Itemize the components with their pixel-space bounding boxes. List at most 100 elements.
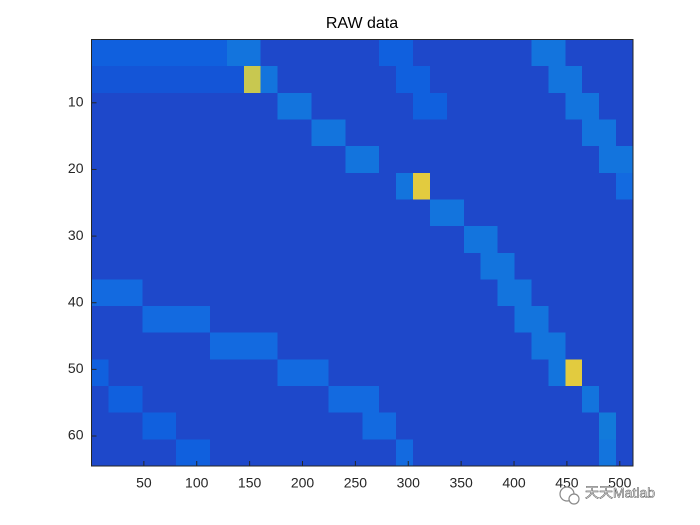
cell bbox=[193, 412, 211, 440]
cell bbox=[226, 39, 245, 67]
chart-title: RAW data bbox=[326, 15, 398, 32]
cell bbox=[463, 386, 482, 414]
cell bbox=[446, 332, 465, 360]
cell bbox=[328, 412, 346, 440]
cell bbox=[480, 66, 499, 94]
cell bbox=[362, 66, 380, 94]
cell bbox=[396, 439, 414, 467]
cell bbox=[362, 386, 380, 414]
cell bbox=[91, 172, 110, 201]
cell bbox=[616, 146, 634, 174]
cell bbox=[531, 306, 549, 334]
cell bbox=[413, 226, 431, 254]
cell bbox=[125, 332, 143, 360]
cell bbox=[176, 39, 194, 67]
cell bbox=[362, 226, 380, 254]
cell bbox=[311, 332, 330, 360]
cell bbox=[277, 386, 296, 414]
cell bbox=[159, 439, 177, 467]
cell bbox=[277, 119, 296, 147]
cell bbox=[446, 66, 465, 94]
cell bbox=[142, 412, 160, 440]
cell bbox=[125, 386, 143, 414]
cell bbox=[142, 279, 160, 307]
cell bbox=[463, 119, 482, 147]
cell bbox=[294, 359, 313, 387]
cell bbox=[497, 66, 516, 94]
cell bbox=[379, 359, 397, 387]
cell bbox=[379, 172, 397, 201]
cell bbox=[362, 252, 380, 281]
cell bbox=[209, 226, 228, 254]
cell bbox=[531, 359, 549, 387]
cell bbox=[599, 66, 617, 94]
cell bbox=[362, 359, 380, 387]
cell bbox=[91, 439, 110, 467]
cell bbox=[260, 252, 279, 281]
cell bbox=[480, 306, 499, 334]
cell bbox=[193, 439, 211, 467]
cell bbox=[328, 386, 346, 414]
cell bbox=[142, 66, 160, 94]
cell bbox=[209, 279, 228, 307]
cell bbox=[226, 119, 245, 147]
cell bbox=[497, 199, 516, 227]
cell bbox=[345, 92, 363, 121]
cell bbox=[616, 226, 634, 254]
cell bbox=[497, 92, 516, 121]
cell bbox=[413, 252, 431, 281]
cell bbox=[108, 66, 126, 94]
cell bbox=[480, 439, 499, 467]
cell bbox=[159, 332, 177, 360]
cell bbox=[362, 279, 380, 307]
cell bbox=[497, 172, 516, 201]
cell bbox=[446, 226, 465, 254]
cell bbox=[243, 386, 262, 414]
cell bbox=[226, 386, 245, 414]
cell bbox=[548, 306, 566, 334]
cell bbox=[413, 92, 431, 121]
cell bbox=[565, 39, 583, 67]
cell bbox=[446, 92, 465, 121]
cell bbox=[531, 199, 549, 227]
cell bbox=[396, 119, 414, 147]
cell bbox=[497, 306, 516, 334]
cell bbox=[176, 412, 194, 440]
cell bbox=[429, 66, 448, 94]
cell bbox=[243, 119, 262, 147]
cell bbox=[531, 439, 549, 467]
cell bbox=[193, 66, 211, 94]
cell bbox=[616, 332, 634, 360]
cell bbox=[209, 332, 228, 360]
cell bbox=[480, 252, 499, 281]
cell bbox=[260, 92, 279, 121]
cell bbox=[125, 199, 143, 227]
cell bbox=[396, 359, 414, 387]
cell bbox=[243, 199, 262, 227]
cell bbox=[599, 306, 617, 334]
x-tick-label: 200 bbox=[291, 475, 315, 491]
cell bbox=[379, 92, 397, 121]
cell bbox=[514, 252, 533, 281]
cell bbox=[413, 306, 431, 334]
cell bbox=[582, 332, 600, 360]
cell bbox=[277, 92, 296, 121]
cell bbox=[599, 146, 617, 174]
cell bbox=[277, 199, 296, 227]
cell bbox=[108, 39, 126, 67]
cell bbox=[91, 226, 110, 254]
cell bbox=[176, 66, 194, 94]
cell bbox=[379, 252, 397, 281]
cell bbox=[209, 119, 228, 147]
cell bbox=[429, 279, 448, 307]
cell bbox=[159, 119, 177, 147]
cell bbox=[209, 92, 228, 121]
cell bbox=[446, 439, 465, 467]
cell bbox=[91, 39, 110, 67]
cell bbox=[548, 172, 566, 201]
x-tick-label: 400 bbox=[502, 475, 526, 491]
cell bbox=[429, 39, 448, 67]
cell bbox=[582, 279, 600, 307]
cell bbox=[362, 199, 380, 227]
cell bbox=[159, 359, 177, 387]
